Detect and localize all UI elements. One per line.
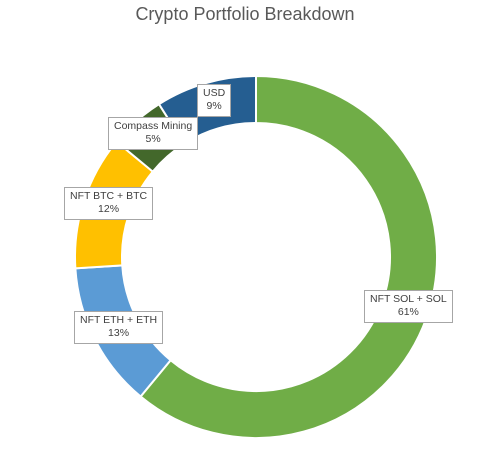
data-label-compass-mining: Compass Mining 5% (108, 117, 199, 150)
data-label-value: 9% (206, 100, 222, 112)
data-label-value: 12% (98, 203, 120, 215)
data-label-category: USD (203, 87, 226, 99)
donut-slice-nft-sol-sol (139, 74, 438, 439)
data-label-nft-sol: NFT SOL + SOL 61% (364, 290, 453, 323)
data-label-value: 5% (145, 133, 161, 145)
data-label-value: 13% (108, 327, 130, 339)
data-label-usd: USD 9% (197, 84, 232, 117)
data-label-category: NFT BTC + BTC (70, 190, 148, 202)
data-label-value: 61% (397, 306, 419, 318)
data-label-nft-eth: NFT ETH + ETH 13% (74, 311, 164, 344)
chart-title: Crypto Portfolio Breakdown (135, 4, 355, 24)
data-label-category: NFT ETH + ETH (80, 314, 158, 326)
data-label-category: NFT SOL + SOL (370, 293, 447, 305)
data-label-nft-btc: NFT BTC + BTC 12% (64, 187, 154, 220)
data-label-category: Compass Mining (114, 120, 193, 132)
